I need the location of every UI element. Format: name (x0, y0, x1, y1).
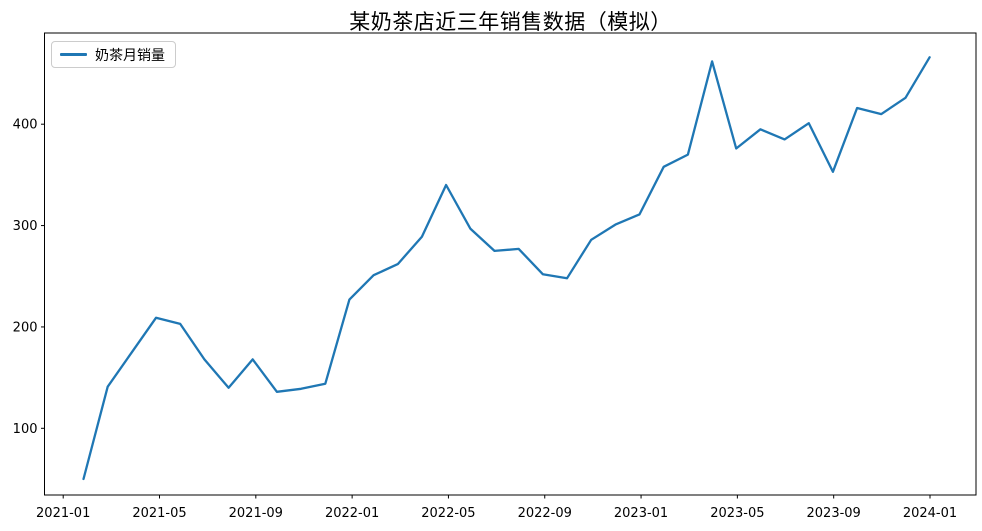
legend-label: 奶茶月销量 (95, 47, 165, 64)
plot-border (44, 32, 977, 496)
legend-line-swatch-icon (60, 53, 87, 56)
y-tick-label: 300 (13, 219, 38, 234)
x-tick-label: 2023-09 (807, 506, 861, 521)
y-tick-label: 100 (13, 422, 38, 437)
x-tick-label: 2021-01 (36, 506, 90, 521)
x-tick-label: 2022-05 (421, 506, 475, 521)
x-tick-label: 2022-09 (518, 506, 572, 521)
x-tick-label: 2023-01 (614, 506, 668, 521)
x-tick-label: 2024-01 (903, 506, 957, 521)
y-tick-label: 200 (13, 320, 38, 335)
x-tick-label: 2023-05 (710, 506, 764, 521)
x-tick-label: 2021-05 (132, 506, 186, 521)
legend: 奶茶月销量 (51, 41, 176, 68)
sales-line (82, 56, 931, 481)
y-tick-label: 400 (13, 118, 38, 133)
x-tick-label: 2022-01 (325, 506, 379, 521)
x-tick-label: 2021-09 (229, 506, 283, 521)
chart-title: 某奶茶店近三年销售数据（模拟） (349, 10, 672, 34)
